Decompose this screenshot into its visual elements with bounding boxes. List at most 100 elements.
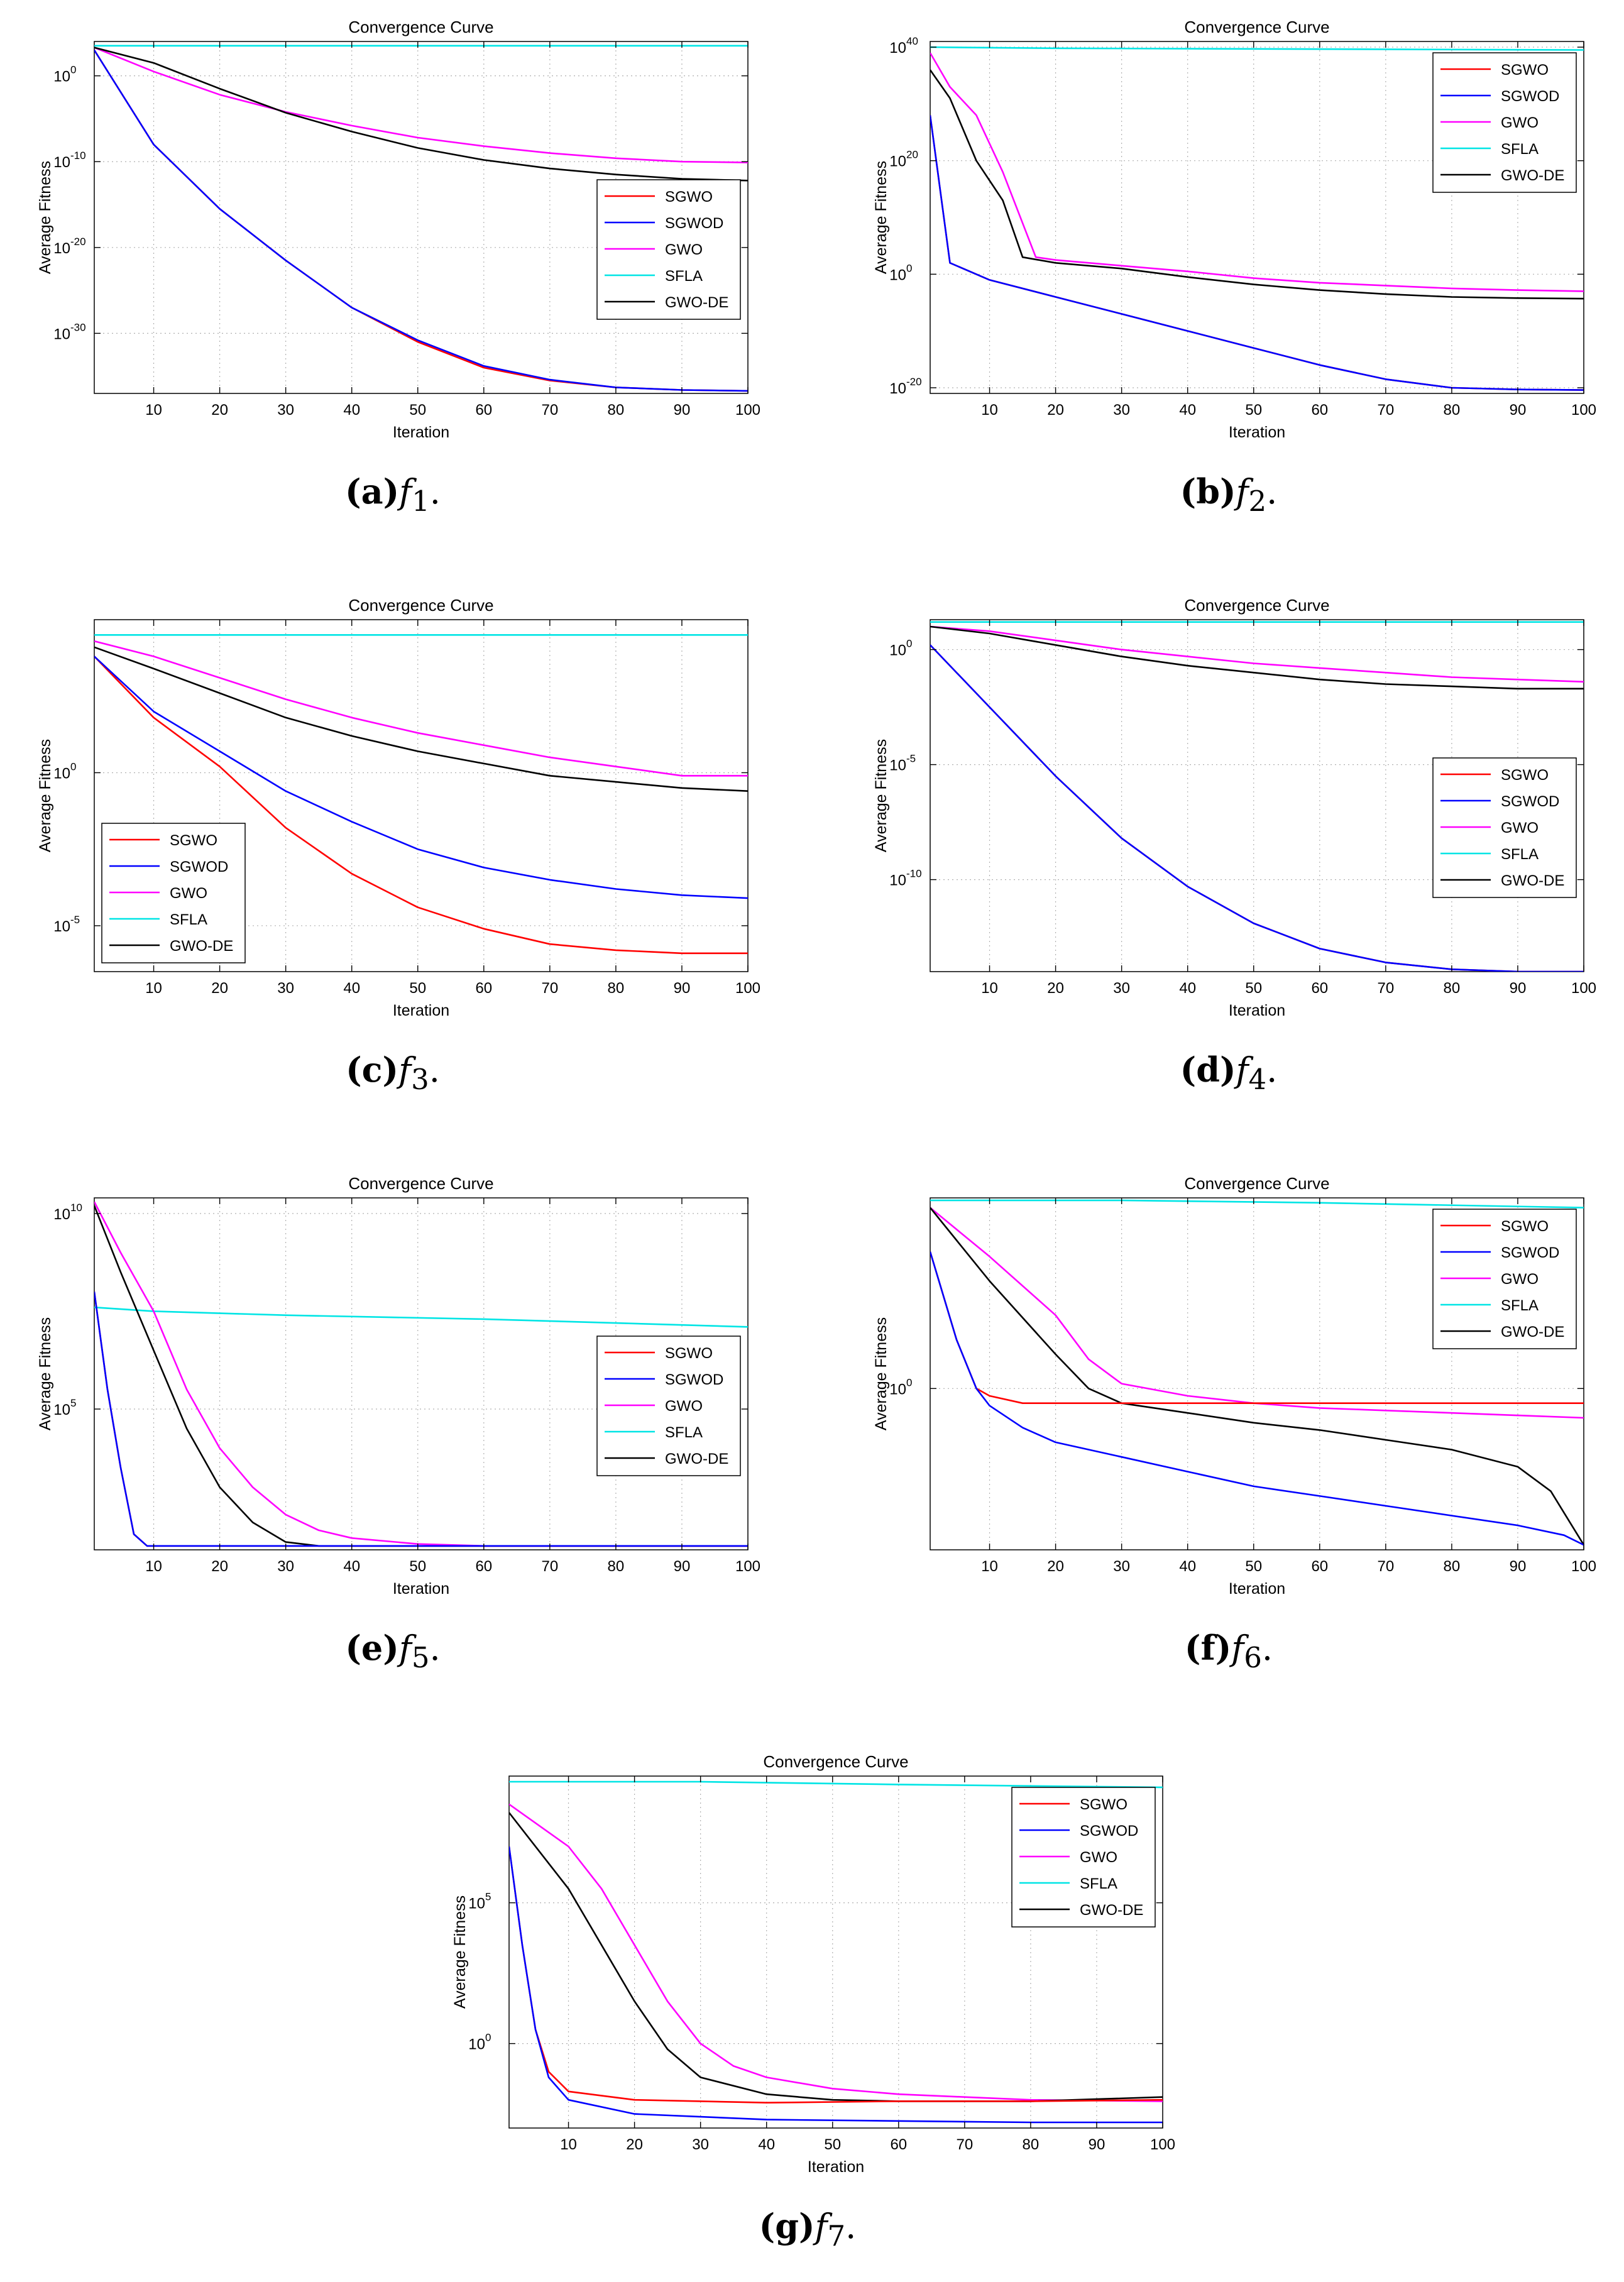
- x-tick-label: 20: [626, 2136, 643, 2153]
- y-tick-label: 10: [468, 2036, 485, 2053]
- series-line-sgwo: [94, 656, 748, 955]
- series-line-gwo: [509, 1803, 1163, 2102]
- y-axis-label: Average Fitness: [872, 1317, 890, 1430]
- y-tick-label: 10: [889, 266, 906, 283]
- y-tick-exponent: -5: [70, 914, 80, 926]
- x-tick-label: 10: [981, 402, 998, 419]
- caption-subscript: 2: [1248, 484, 1267, 518]
- legend-label-gwo-de: GWO-DE: [1080, 1902, 1143, 1919]
- y-axis-label: Average Fitness: [872, 739, 890, 852]
- x-tick-label: 80: [1023, 2136, 1040, 2153]
- series-line-sfla: [930, 46, 1584, 51]
- x-tick-label: 50: [1245, 402, 1262, 419]
- y-tick-label: 10: [53, 765, 70, 782]
- y-tick-exponent: -20: [906, 376, 922, 388]
- caption-function: f: [1236, 1050, 1249, 1090]
- y-tick-exponent: 20: [906, 149, 918, 161]
- legend-label-sgwo: SGWO: [1501, 1218, 1549, 1235]
- legend-label-gwo: GWO: [170, 885, 207, 902]
- x-tick-label: 80: [1444, 980, 1461, 997]
- x-tick-label: 70: [1377, 1558, 1394, 1575]
- caption-function: f: [1231, 1628, 1244, 1668]
- x-tick-label: 60: [475, 402, 492, 419]
- caption-label: (g): [759, 2206, 815, 2246]
- x-tick-label: 90: [1510, 402, 1527, 419]
- chart-title: Convergence Curve: [1184, 596, 1329, 615]
- caption-function: f: [399, 472, 412, 512]
- x-axis-label: Iteration: [393, 424, 449, 441]
- caption-label: (c): [346, 1050, 399, 1090]
- x-axis-label: Iteration: [1229, 1002, 1285, 1019]
- series-line-gwo-de: [930, 625, 1584, 690]
- caption-end: .: [429, 472, 441, 512]
- caption-subscript: 3: [411, 1062, 429, 1096]
- x-tick-label: 70: [541, 402, 558, 419]
- caption-label: (e): [345, 1628, 399, 1668]
- caption-e: (e)f5.: [25, 1628, 760, 1674]
- series-line-gwo-de: [930, 69, 1584, 300]
- series-line-sgwod: [509, 1846, 1163, 2124]
- chart-title: Convergence Curve: [763, 1752, 908, 1771]
- caption-c: (c)f3.: [25, 1050, 760, 1096]
- y-tick-exponent: 10: [70, 1202, 82, 1214]
- legend-label-sgwo: SGWO: [1501, 62, 1549, 79]
- legend-label-gwo-de: GWO-DE: [1501, 1324, 1564, 1341]
- legend-label-sfla: SFLA: [170, 911, 207, 928]
- caption-b: (b)f2.: [861, 471, 1596, 518]
- legend-label-gwo: GWO: [1501, 820, 1539, 837]
- x-tick-label: 30: [1113, 402, 1130, 419]
- y-tick-exponent: 0: [70, 64, 76, 76]
- legend-label-sgwod: SGWOD: [665, 1371, 723, 1388]
- x-tick-label: 10: [145, 1558, 162, 1575]
- caption-label: (f): [1184, 1628, 1232, 1668]
- x-tick-label: 80: [608, 1558, 625, 1575]
- x-tick-label: 90: [674, 402, 691, 419]
- legend-label-gwo: GWO: [1501, 114, 1539, 131]
- x-tick-label: 90: [1510, 980, 1527, 997]
- y-tick-label: 10: [889, 1381, 906, 1398]
- series-line-gwo: [930, 52, 1584, 292]
- x-tick-label: 50: [409, 1558, 426, 1575]
- y-tick-exponent: 0: [70, 760, 76, 772]
- chart-title: Convergence Curve: [348, 596, 493, 615]
- series-line-sgwod: [94, 656, 748, 899]
- caption-end: .: [1266, 472, 1278, 512]
- series-line-sfla: [509, 1780, 1163, 1789]
- legend-label-sgwo: SGWO: [1501, 767, 1549, 784]
- x-tick-label: 30: [277, 1558, 294, 1575]
- y-tick-label: 10: [889, 757, 906, 774]
- legend-label-sgwo: SGWO: [665, 1345, 713, 1362]
- y-tick-label: 10: [53, 154, 70, 171]
- x-tick-label: 50: [824, 2136, 841, 2153]
- caption-end: .: [1266, 1050, 1278, 1090]
- x-tick-label: 30: [1113, 980, 1130, 997]
- legend-label-gwo: GWO: [665, 1398, 703, 1415]
- series-line-gwo-de: [930, 1207, 1584, 1545]
- chart-title: Convergence Curve: [348, 1174, 493, 1193]
- legend-label-sgwod: SGWOD: [1080, 1823, 1138, 1840]
- x-tick-label: 30: [692, 2136, 709, 2153]
- x-tick-label: 20: [1047, 402, 1064, 419]
- caption-function: f: [815, 2207, 828, 2246]
- caption-f: (f)f6.: [861, 1628, 1596, 1674]
- series-line-sgwod: [930, 115, 1584, 391]
- caption-g: (g)f7.: [440, 2206, 1175, 2252]
- series-line-sgwod: [94, 50, 748, 392]
- y-tick-label: 10: [53, 240, 70, 257]
- legend-label-gwo-de: GWO-DE: [1501, 872, 1564, 889]
- x-tick-label: 60: [1311, 1558, 1328, 1575]
- x-tick-label: 10: [560, 2136, 577, 2153]
- x-tick-label: 100: [735, 1558, 760, 1575]
- series-line-gwo: [94, 47, 748, 163]
- y-tick-exponent: 0: [485, 2032, 491, 2044]
- caption-label: (b): [1180, 471, 1236, 512]
- x-tick-label: 70: [1377, 980, 1394, 997]
- series-line-gwo: [94, 640, 748, 777]
- x-tick-label: 20: [1047, 1558, 1064, 1575]
- legend-label-sgwod: SGWOD: [1501, 793, 1559, 810]
- legend-label-sgwod: SGWOD: [1501, 88, 1559, 105]
